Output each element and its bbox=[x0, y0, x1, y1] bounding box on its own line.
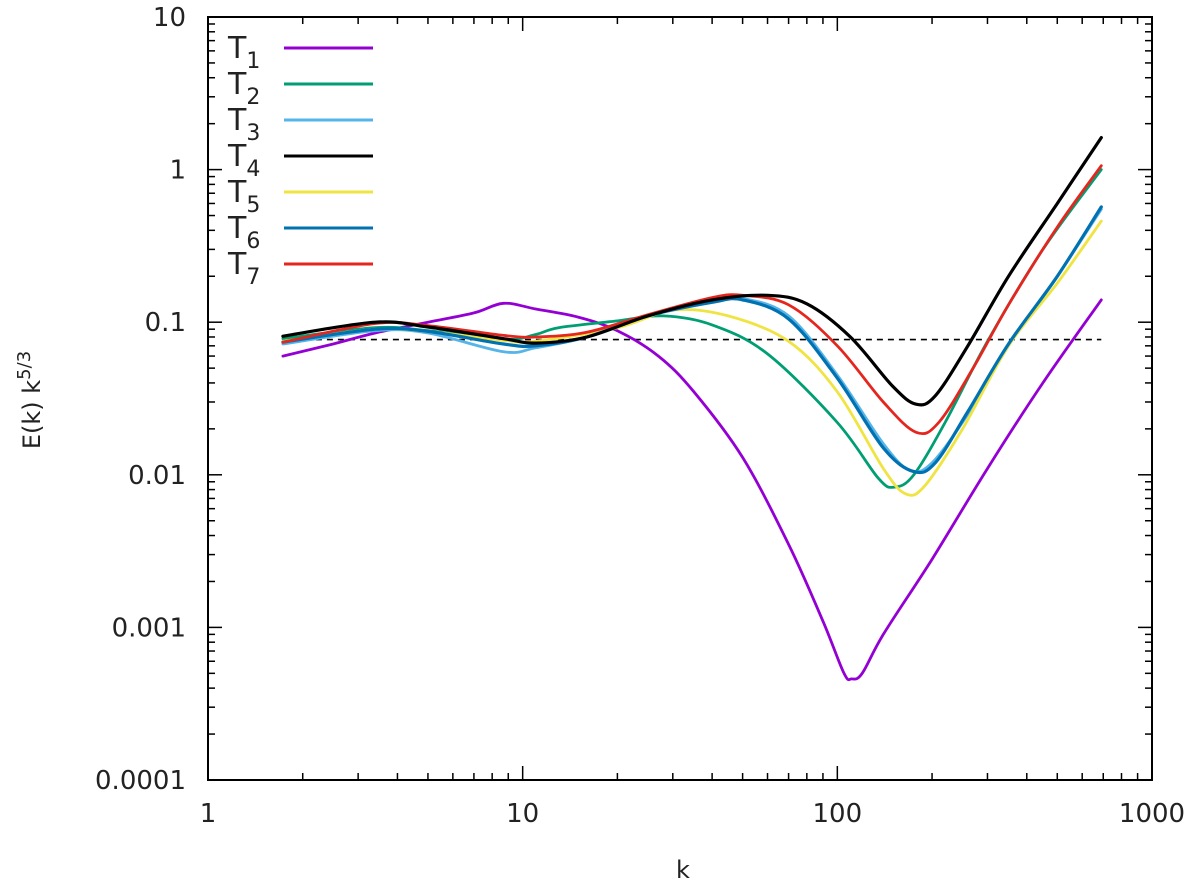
legend-label: T3 bbox=[227, 103, 260, 146]
series-line-t7 bbox=[281, 164, 1103, 436]
x-tick-label: 1 bbox=[200, 799, 217, 829]
legend-label: T6 bbox=[227, 211, 260, 254]
series-line-t5 bbox=[281, 219, 1103, 497]
legend-label: T1 bbox=[227, 31, 260, 74]
legend-item-t4: T4 bbox=[227, 139, 373, 182]
legend-label: T2 bbox=[227, 67, 260, 110]
x-tick-label: 1000 bbox=[1119, 799, 1185, 829]
x-tick-label: 100 bbox=[813, 799, 863, 829]
tick-labels: 1 10 100 1000 0.0001 0.001 0.01 0.1 1 10 bbox=[95, 3, 1185, 829]
x-tick-label: 10 bbox=[506, 799, 539, 829]
legend-label: T5 bbox=[227, 175, 260, 218]
legend-item-t3: T3 bbox=[227, 103, 373, 146]
y-tick-label: 0.0001 bbox=[95, 766, 186, 796]
y-tick-label: 10 bbox=[153, 3, 186, 33]
y-tick-label: 1 bbox=[169, 156, 186, 186]
y-tick-label: 0.01 bbox=[128, 461, 186, 491]
y-tick-label: 0.001 bbox=[112, 613, 186, 643]
legend-item-t7: T7 bbox=[227, 247, 373, 290]
y-tick-label: 0.1 bbox=[145, 308, 186, 338]
legend-label: T4 bbox=[227, 139, 260, 182]
series-lines bbox=[281, 136, 1103, 682]
y-axis-title-main: E(k) k bbox=[18, 380, 46, 449]
series-line-t1 bbox=[281, 298, 1103, 682]
plot-frame bbox=[207, 16, 1153, 781]
legend-item-t5: T5 bbox=[227, 175, 373, 218]
series-line-t6 bbox=[281, 205, 1103, 475]
y-axis-title: E(k) k5/3 bbox=[14, 351, 46, 449]
x-axis-title: k bbox=[676, 856, 690, 884]
legend-item-t6: T6 bbox=[227, 211, 373, 254]
legend-label: T7 bbox=[227, 247, 260, 290]
legend-item-t1: T1 bbox=[227, 31, 373, 74]
y-axis-title-superscript: 5/3 bbox=[14, 351, 35, 380]
axis-ticks bbox=[207, 16, 1153, 781]
legend-item-t2: T2 bbox=[227, 67, 373, 110]
series-line-t4 bbox=[281, 136, 1103, 407]
